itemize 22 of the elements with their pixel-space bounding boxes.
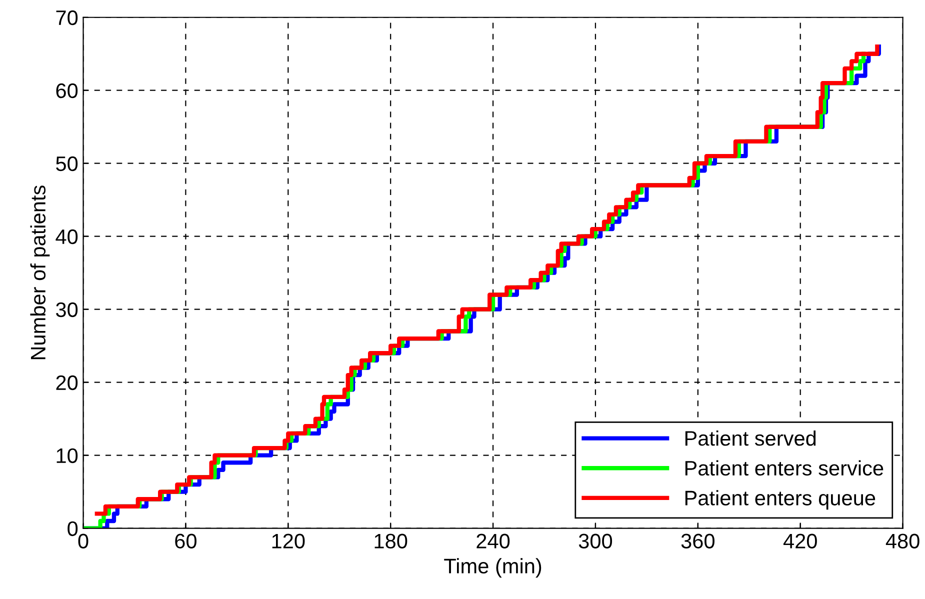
y-tick-label: 0: [68, 521, 78, 536]
y-tick-label: 30: [56, 302, 78, 318]
x-tick-label: 0: [78, 534, 88, 548]
legend-label: Patient enters queue: [685, 490, 876, 510]
y-tick-label: 10: [56, 448, 78, 464]
y-tick-label: 40: [56, 229, 78, 244]
y-axis-title: Number of patients: [30, 186, 50, 360]
x-axis-title: Time (min): [444, 558, 542, 578]
x-tick-label: 420: [783, 534, 817, 548]
legend-label: Patient enters service: [685, 460, 884, 476]
x-tick-label: 120: [272, 534, 305, 548]
y-tick-label: 70: [56, 10, 78, 26]
y-tick-label: 60: [56, 83, 78, 98]
legend-label: Patient served: [685, 430, 816, 446]
x-tick-label: 240: [476, 534, 510, 548]
x-tick-label: 480: [886, 534, 920, 548]
x-tick-label: 300: [578, 534, 612, 548]
x-tick-label: 180: [374, 534, 408, 548]
y-tick-label: 20: [56, 375, 78, 390]
x-tick-label: 360: [681, 534, 714, 548]
x-tick-label: 60: [175, 534, 196, 548]
y-tick-label: 50: [56, 156, 78, 172]
